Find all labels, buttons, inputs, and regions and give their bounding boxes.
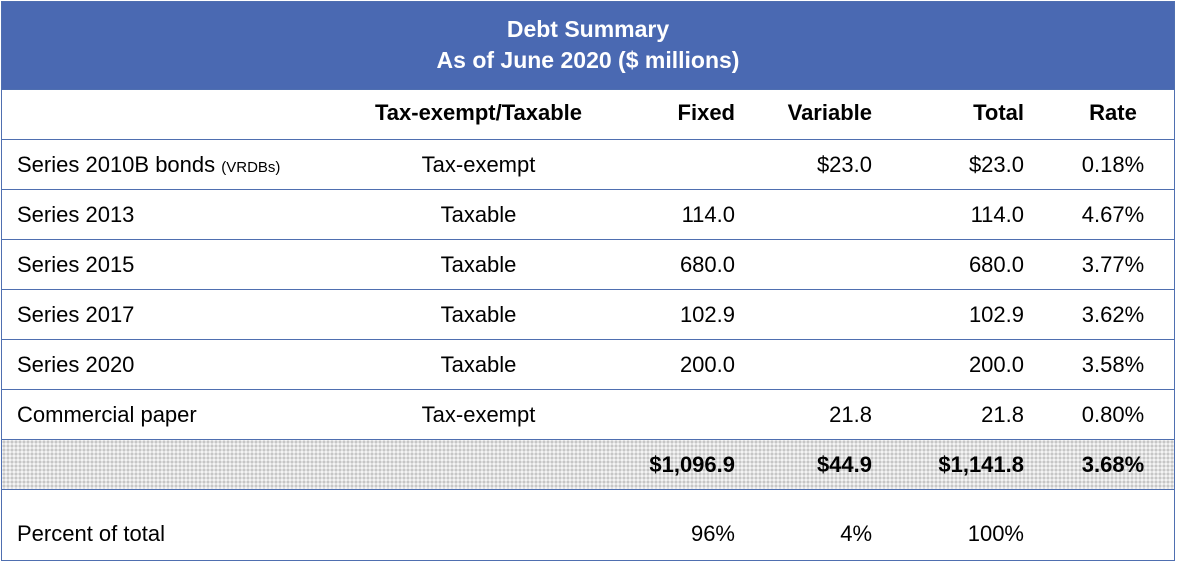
row-rate: 3.77% (1081, 252, 1145, 277)
row-fixed: 114.0 (681, 202, 735, 227)
row-name: Commercial paper (17, 402, 197, 427)
row-tax-status: Tax-exempt (421, 152, 536, 177)
row-name: Series 2015 (17, 252, 135, 277)
row-tax-status: Taxable (440, 302, 517, 327)
percent-row-label: Percent of total (17, 521, 165, 546)
row-variable: $23.0 (816, 152, 872, 177)
row-name: Series 2017 (17, 302, 135, 327)
title-line-2: As of June 2020 ($ millions) (436, 47, 740, 73)
percent-fixed: 96% (690, 521, 735, 546)
table-row: Commercial paper Tax-exempt 21.8 21.8 0.… (2, 389, 1174, 439)
totals-row: $1,096.9 $44.9 $1,141.8 3.68% (2, 439, 1174, 489)
row-total: 21.8 (981, 402, 1024, 427)
row-total: 200.0 (968, 352, 1024, 377)
row-tax-status: Taxable (440, 202, 517, 227)
table-row: Series 2013 Taxable 114.0 114.0 4.67% (2, 189, 1174, 239)
percent-row: Percent of total 96% 4% 100% (2, 489, 1174, 560)
title-line-1: Debt Summary (506, 16, 670, 42)
row-name: Series 2020 (17, 352, 135, 377)
row-tax-status: Taxable (440, 352, 517, 377)
row-rate: 4.67% (1081, 202, 1145, 227)
row-rate: 0.18% (1081, 152, 1145, 177)
row-rate: 3.62% (1081, 302, 1145, 327)
column-header-total: Total (973, 100, 1024, 125)
percent-variable: 4% (840, 521, 872, 546)
row-rate: 3.58% (1081, 352, 1145, 377)
row-name: Series 2013 (17, 202, 135, 227)
column-header-tax-status: Tax-exempt/Taxable (374, 100, 583, 125)
row-tax-status: Tax-exempt (421, 402, 536, 427)
row-total: $23.0 (968, 152, 1024, 177)
row-name-note: (VRDBs) (221, 159, 281, 176)
total-total: $1,141.8 (938, 452, 1024, 477)
row-total: 114.0 (970, 202, 1024, 227)
table-title: Debt Summary As of June 2020 ($ millions… (2, 2, 1174, 89)
row-fixed: 680.0 (679, 252, 735, 277)
column-header-rate: Rate (1089, 100, 1137, 125)
table-row: Series 2020 Taxable 200.0 200.0 3.58% (2, 339, 1174, 389)
total-variable: $44.9 (816, 452, 872, 477)
table-row: Series 2015 Taxable 680.0 680.0 3.77% (2, 239, 1174, 289)
total-rate: 3.68% (1081, 452, 1145, 477)
column-header-variable: Variable (787, 100, 872, 125)
row-total: 680.0 (968, 252, 1024, 277)
row-name: Series 2010B bonds (VRDBs) (17, 152, 280, 178)
row-tax-status: Taxable (440, 252, 517, 277)
row-total: 102.9 (968, 302, 1024, 327)
table-row: Series 2010B bonds (VRDBs) Tax-exempt $2… (2, 139, 1174, 189)
percent-total: 100% (967, 521, 1024, 546)
column-header-fixed: Fixed (677, 100, 735, 125)
row-name-text: Series 2010B bonds (17, 152, 216, 177)
table-row: Series 2017 Taxable 102.9 102.9 3.62% (2, 289, 1174, 339)
column-header-row: Tax-exempt/Taxable Fixed Variable Total … (2, 89, 1174, 139)
row-variable: 21.8 (829, 402, 872, 427)
total-fixed: $1,096.9 (649, 452, 735, 477)
row-rate: 0.80% (1081, 402, 1145, 427)
row-fixed: 200.0 (679, 352, 735, 377)
row-fixed: 102.9 (679, 302, 735, 327)
